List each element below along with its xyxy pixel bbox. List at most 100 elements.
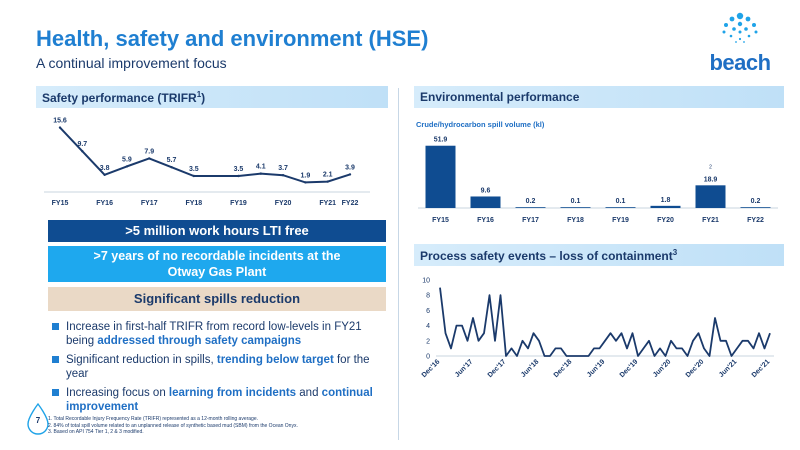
pse-x-tick-label: Jun'18 [520, 358, 541, 379]
trifr-data-label: 3.7 [278, 165, 288, 172]
trifr-data-label: 2.1 [323, 172, 333, 179]
spill-volume-bar-chart: Crude/hydrocarbon spill volume (kl) 51.9 F… [416, 120, 778, 224]
process-safety-line-chart: 0 2 4 6 8 10 Dec'16 Jun'17 Dec'17 Jun'18 Dec'18 Jun… [421, 278, 774, 379]
pse-y-tick-label: 0 [426, 354, 430, 361]
trifr-point [170, 166, 173, 169]
bullet-emphasis-2: continual improvement [66, 387, 373, 413]
trifr-data-label: 4.1 [256, 164, 266, 171]
trifr-data-label: 15.6 [53, 118, 67, 125]
pse-y-tick-label: 6 [426, 308, 430, 315]
trifr-line-chart: 15.6 9.7 3.8 5.9 7.9 5.7 3.5 3.5 4.1 3.7 1.9 2.1 3.9… [44, 118, 370, 207]
lti-free-banner: >5 million work hours LTI free [48, 220, 386, 242]
spill-bar [605, 207, 636, 208]
page-number: 7 [35, 416, 41, 425]
trifr-data-label: 7.9 [144, 148, 154, 155]
spill-tick-label: FY18 [567, 217, 584, 224]
bullet-text-tail: for the year [66, 354, 370, 380]
bullet-icon [52, 389, 59, 396]
trifr-point [192, 174, 196, 178]
pse-x-tick-label: Dec'21 [751, 358, 772, 379]
spill-tick-label: FY19 [612, 217, 629, 224]
list-item: Increase in first-half TRIFR from record… [52, 320, 386, 348]
safety-section-close: ) [201, 91, 206, 105]
trifr-data-label: 3.8 [100, 165, 110, 172]
trifr-tick-label: FY16 [96, 200, 113, 207]
pse-x-tick-label: Dec'19 [619, 358, 640, 379]
spill-tick-label: FY21 [702, 217, 719, 224]
trifr-data-label: 5.7 [167, 157, 177, 164]
page-number-badge: 7 [24, 402, 52, 436]
bullet-text-mid: and [296, 387, 322, 399]
bullet-text: Increase in first-half TRIFR from record… [66, 321, 362, 347]
pse-x-tick-label: Dec'20 [685, 358, 706, 379]
footnote: 1. Total Recordable Injury Frequency Rat… [48, 416, 259, 422]
trifr-tick-label: FY18 [185, 200, 202, 207]
otway-banner: >7 years of no recordable incidents at t… [48, 246, 386, 282]
spill-bar [560, 207, 591, 208]
trifr-point [81, 150, 84, 153]
trifr-data-label: 9.7 [77, 141, 87, 148]
otway-banner-line-1: >7 years of no recordable incidents at t… [93, 249, 341, 263]
otway-banner-line-2: Otway Gas Plant [167, 265, 267, 279]
spill-data-label: 9.6 [481, 187, 491, 194]
logo-text: beach [709, 50, 771, 75]
safety-footnote-ref: 1 [196, 90, 202, 99]
footnote: 2. 84% of total spill volume related to … [48, 422, 298, 429]
water-drops-icon [722, 12, 758, 43]
column-divider [398, 88, 399, 440]
spill-bar [650, 205, 681, 208]
footnote: 3. Based on API 754 Tier 1, 2 & 3 modifi… [48, 429, 144, 435]
safety-section-title: Safety performance (TRIFR [42, 91, 197, 105]
list-item: Significant reduction in spills, trendin… [52, 353, 386, 381]
spill-axis-label: Crude/hydrocarbon spill volume (kl) [416, 120, 545, 129]
trifr-tick-label: FY19 [230, 200, 247, 207]
trifr-tick-label: FY20 [275, 200, 292, 207]
spill-tick-label: FY15 [432, 217, 449, 224]
page-subtitle: A continual improvement focus [36, 55, 227, 71]
spill-tick-label: FY22 [747, 217, 764, 224]
spill-tick-label: FY17 [522, 217, 539, 224]
pse-y-tick-label: 10 [422, 278, 430, 285]
trifr-tick-label: FY21 [319, 200, 336, 207]
pse-x-tick-label: Dec'18 [553, 358, 574, 379]
spill-data-label: 0.1 [616, 198, 626, 205]
process-safety-section-title: Process safety events – loss of containm… [420, 249, 673, 263]
spill-bar [425, 145, 456, 208]
process-safety-section-header: Process safety events – loss of containm… [414, 244, 784, 266]
page-title: Health, safety and environment (HSE) [36, 26, 429, 51]
process-footnote-ref: 3 [672, 248, 678, 257]
beach-logo: beach [700, 8, 790, 78]
trifr-data-label: 3.5 [234, 166, 244, 173]
trifr-point [326, 180, 329, 183]
drop-icon [27, 402, 49, 435]
trifr-tick-label: FY17 [141, 200, 158, 207]
spill-data-label: 0.2 [751, 198, 761, 205]
trifr-point [125, 165, 129, 168]
pse-x-tick-label: Jun'21 [718, 358, 739, 379]
pse-x-tick-label: Dec'16 [421, 358, 442, 379]
pse-x-tick-label: Dec'17 [487, 358, 508, 379]
trifr-point [148, 157, 151, 160]
trifr-data-label: 1.9 [301, 172, 311, 179]
trifr-point [103, 173, 106, 176]
bullet-emphasis: trending below target [216, 354, 334, 366]
trifr-point [281, 174, 285, 177]
trifr-tick-label: FY15 [52, 200, 69, 207]
trifr-point [58, 126, 62, 129]
list-item: Increasing focus on learning from incide… [52, 386, 386, 414]
pse-y-tick-label: 4 [426, 323, 430, 330]
bullet-text: Increasing focus on [66, 387, 169, 399]
bullet-emphasis: learning from incidents [168, 387, 297, 399]
bullet-icon [52, 356, 59, 363]
spill-data-label: 0.2 [526, 198, 536, 205]
trifr-tick-label: FY22 [342, 200, 359, 207]
spill-data-label: 0.1 [571, 198, 581, 205]
bullet-text: Significant reduction in spills, [66, 354, 217, 366]
spill-bar [740, 207, 771, 208]
spill-bar [695, 185, 726, 208]
environmental-section-header: Environmental performance [414, 86, 784, 108]
pse-y-tick-label: 2 [426, 338, 430, 345]
key-points-list: Increase in first-half TRIFR from record… [52, 320, 386, 419]
spill-footnote-marker: 2 [709, 164, 712, 170]
pse-x-tick-label: Jun'17 [454, 358, 475, 379]
